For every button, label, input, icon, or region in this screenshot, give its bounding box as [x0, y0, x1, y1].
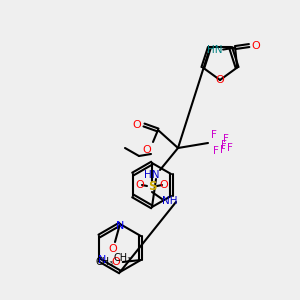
Text: F: F — [221, 140, 227, 150]
Text: O: O — [109, 244, 117, 254]
Text: O: O — [216, 75, 224, 85]
Text: F: F — [211, 130, 217, 140]
Text: N: N — [98, 255, 106, 265]
Text: F: F — [227, 143, 233, 153]
Text: O: O — [136, 180, 144, 190]
Text: CH₃: CH₃ — [96, 257, 114, 267]
Text: CH₃: CH₃ — [114, 253, 132, 263]
Text: NH: NH — [162, 196, 178, 206]
Text: HN: HN — [144, 170, 160, 180]
Text: S: S — [148, 181, 156, 194]
Text: O: O — [111, 257, 120, 267]
Text: N: N — [116, 221, 124, 231]
Text: O: O — [160, 180, 168, 190]
Text: O: O — [133, 120, 141, 130]
Text: HN: HN — [207, 45, 223, 55]
Text: F: F — [223, 134, 229, 144]
Text: O: O — [252, 40, 260, 51]
Text: F: F — [220, 145, 226, 155]
Text: O: O — [142, 145, 152, 155]
Text: F: F — [213, 146, 219, 156]
